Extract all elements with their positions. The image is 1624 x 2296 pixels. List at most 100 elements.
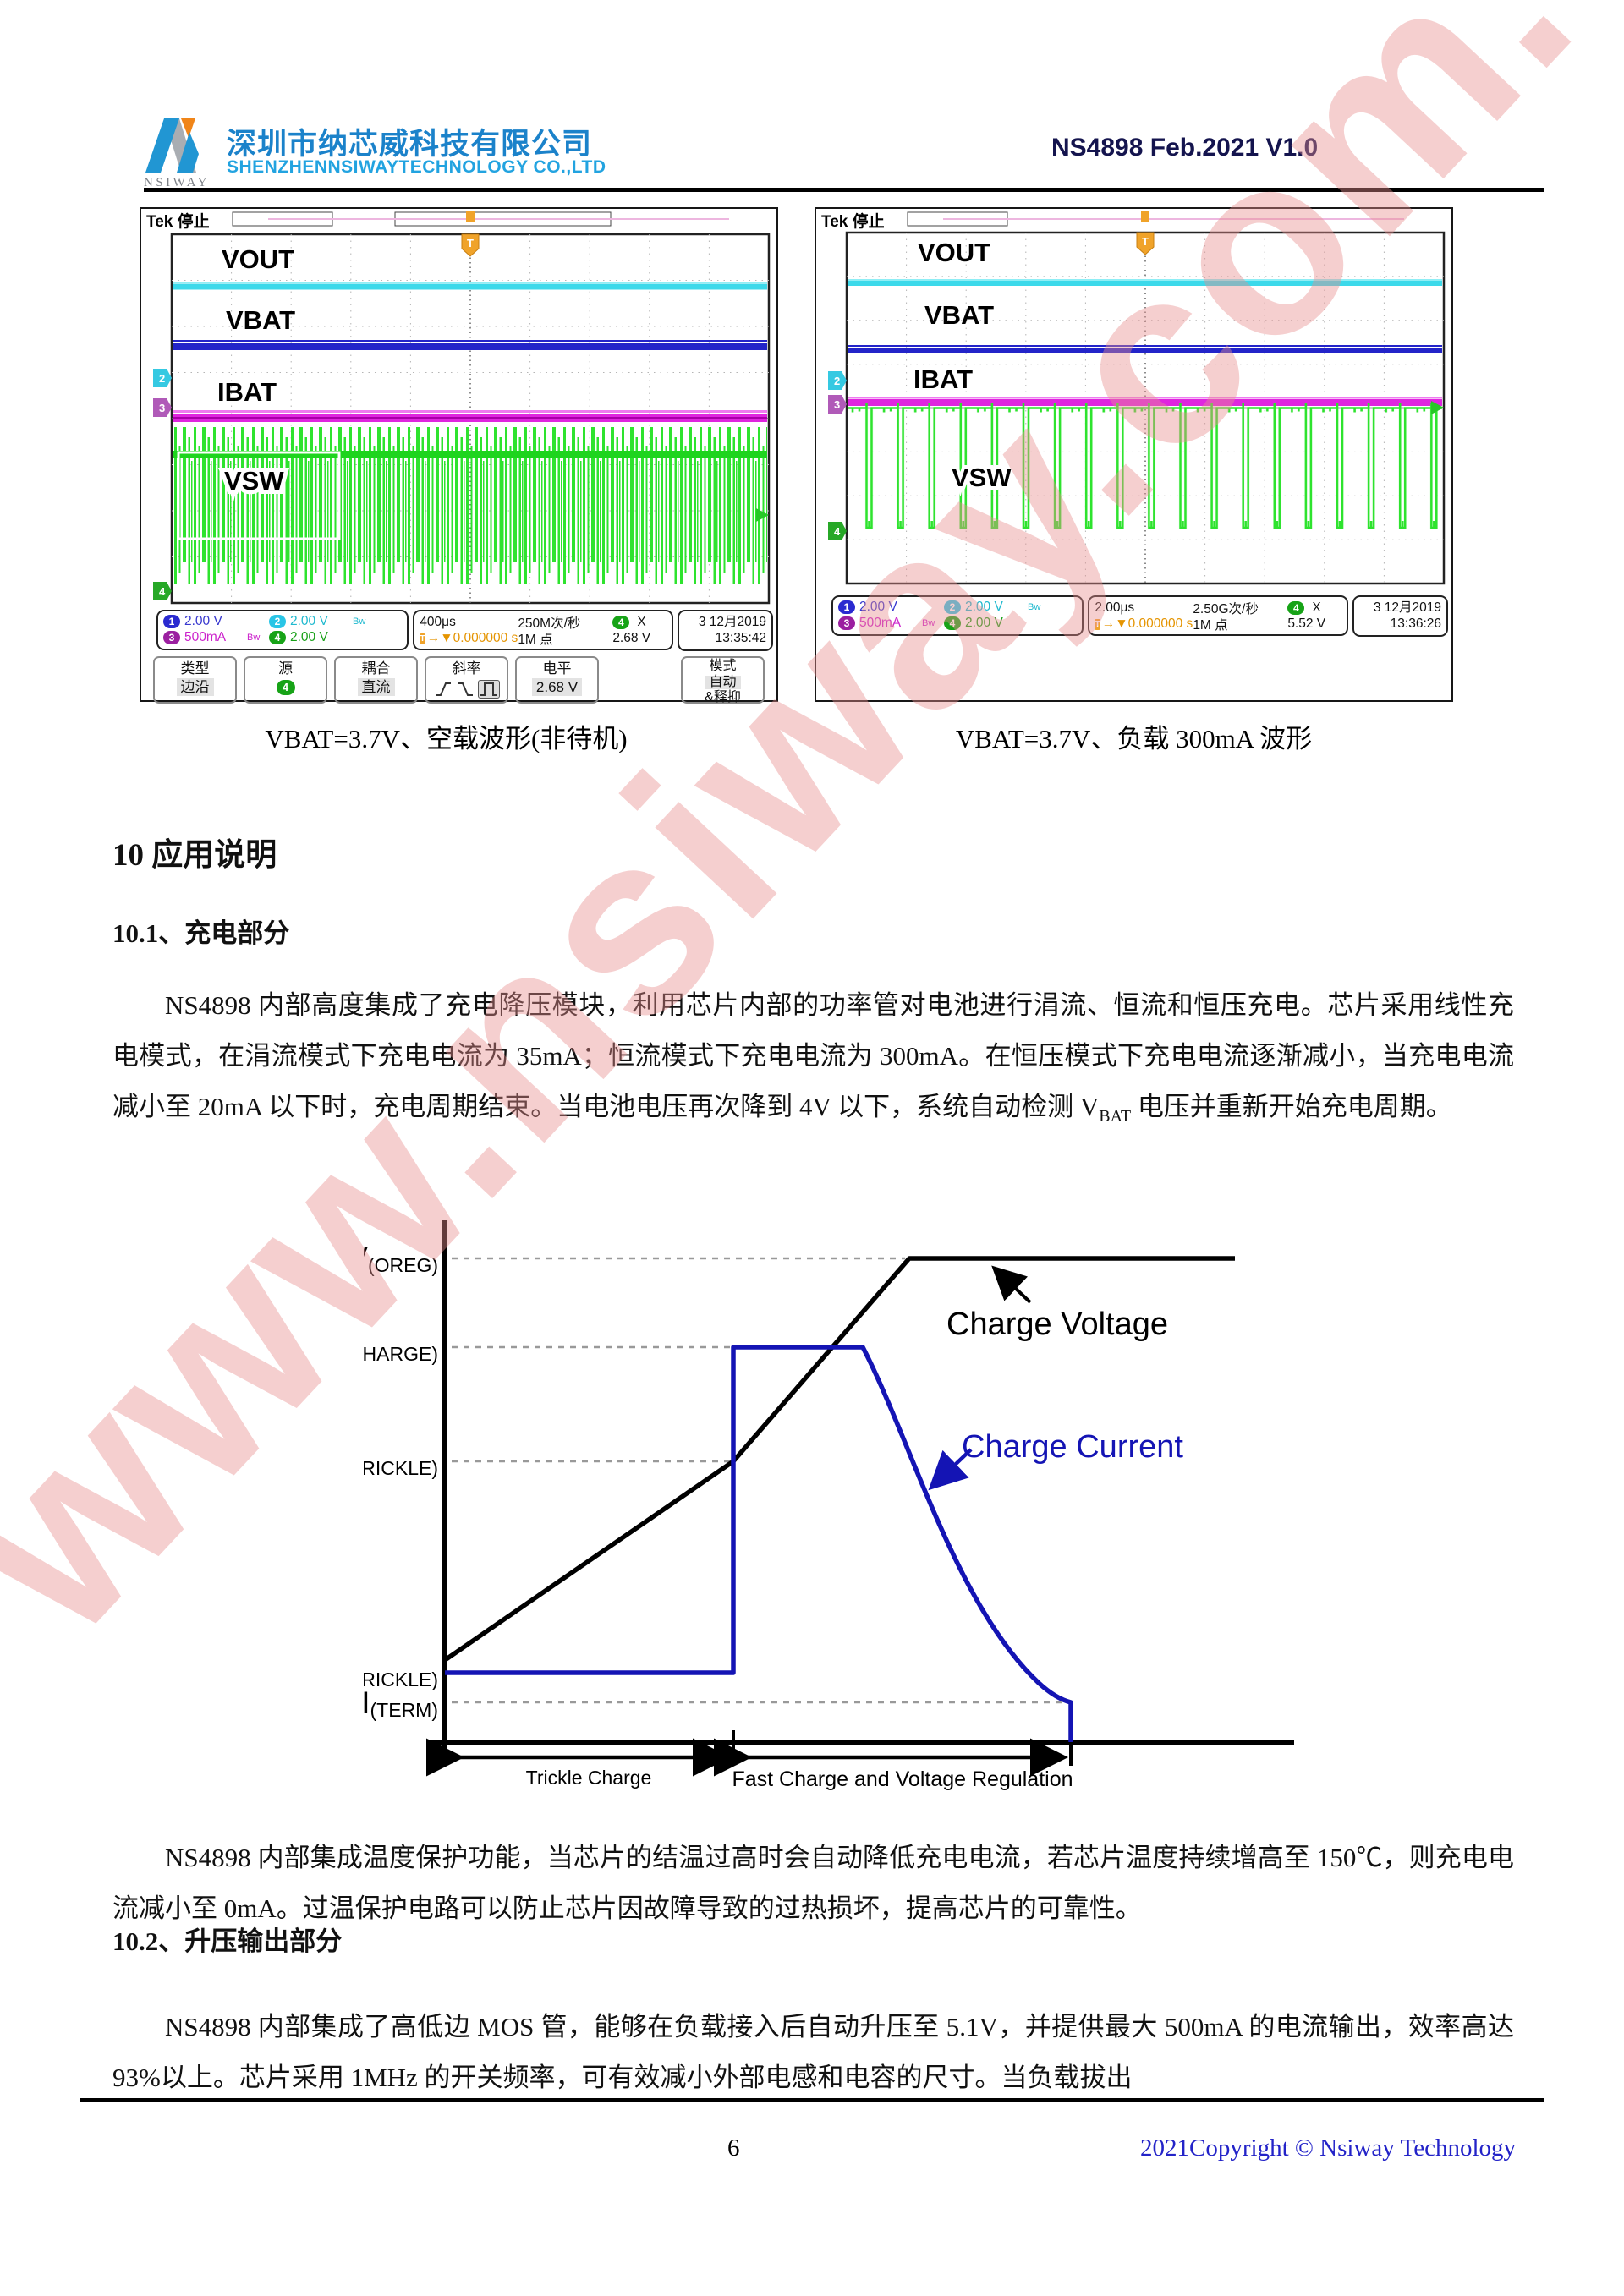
charge-current-arrow — [928, 1448, 973, 1491]
scope-date: 3 12月2019 — [698, 615, 766, 629]
ibat-label: IBAT — [217, 377, 277, 407]
readout-row: 1 2.00 V 2 2.00 V Bw — [163, 613, 402, 629]
menu-item-source: 源 4 — [244, 656, 327, 704]
menu-value-2: &释抑 — [705, 690, 741, 704]
segment-label-fastcharge: Fast Charge and Voltage Regulation — [732, 1767, 1073, 1791]
vsw-label: VSW — [952, 463, 1012, 492]
scope-screen: Tek 停止 T VOUT VBAT IBAT VSW — [146, 211, 771, 605]
trigger-level-arrow-icon — [756, 508, 769, 522]
ch2-marker-num: 2 — [159, 372, 165, 385]
ylabel-main: V — [364, 1241, 368, 1275]
menu-item-coupling: 耦合 直流 — [334, 656, 418, 704]
scope-time: 13:35:42 — [715, 631, 766, 645]
menu-item-level: 电平 2.68 V — [515, 656, 599, 704]
menu-item-type: 类型 边沿 — [153, 656, 237, 704]
trigger-source-badge: 4 — [612, 616, 630, 629]
ch3-marker-icon — [828, 395, 847, 414]
ch2-badge: 2 — [269, 614, 286, 628]
ch1-scale: 2.00 V — [184, 613, 222, 628]
ylabel-sub: (TRICKLE) — [364, 1669, 438, 1690]
ch1-badge: 1 — [838, 600, 855, 614]
trigger-level-arrow-icon — [1431, 401, 1444, 414]
vbat-subscript: BAT — [1099, 1107, 1132, 1126]
ch2-marker-icon — [828, 371, 847, 390]
timebase: 400μs — [420, 615, 456, 629]
ch3-marker-num: 3 — [159, 402, 165, 414]
figure-caption-right: VBAT=3.7V、负载 300mA 波形 — [955, 724, 1313, 753]
vsw-label: VSW — [224, 466, 284, 496]
logo-right-bar — [177, 132, 199, 173]
charge-voltage-curve — [443, 1256, 1235, 1663]
trigger-type: X — [1312, 600, 1321, 615]
ch4-marker-num: 4 — [834, 525, 841, 538]
ch3-marker-num: 3 — [834, 398, 840, 411]
record-length: 1M 点 — [1193, 618, 1228, 633]
scope-status: Tek 停止 — [821, 211, 885, 231]
ch4-badge: 4 — [944, 616, 961, 630]
vbat-label: VBAT — [226, 305, 295, 335]
scope-menu-bar: 类型 边沿 源 4 耦合 直流 斜率 电平 2.68 V — [141, 651, 776, 704]
readout-row: T →▼0.000000 s 1M 点 5.52 V — [1095, 615, 1341, 633]
ibat-trace-fringe — [173, 410, 767, 413]
ch2-bandwidth-icon: Bw — [1028, 601, 1041, 612]
rising-edge-icon — [435, 682, 451, 696]
ylabel-itrickle: I(TRICKLE) — [364, 1655, 438, 1690]
sample-rate: 250M次/秒 — [518, 616, 581, 631]
page-number: 6 — [727, 2134, 740, 2162]
para-charging-text: NS4898 内部高度集成了充电降压模块，利用芯片内部的功率管对电池进行涓流、恒… — [112, 990, 1514, 1121]
datetime-box: 3 12月2019 13:36:26 — [1352, 595, 1448, 637]
charge-current-annotation: Charge Current — [962, 1429, 1183, 1465]
subsection-heading-charging: 10.1、充电部分 — [112, 918, 290, 948]
ch4-marker-icon — [153, 582, 172, 600]
charge-voltage-annotation: Charge Voltage — [946, 1307, 1168, 1342]
ch4-scale: 2.00 V — [965, 615, 1003, 630]
scope-readout: 1 2.00 V 2 2.00 V Bw 3 500mA Bw 4 2.00 V — [141, 608, 776, 651]
ch1-scale: 2.00 V — [859, 599, 897, 614]
datetime-box: 3 12月2019 13:35:42 — [678, 610, 773, 651]
trigger-flag-letter: T — [1142, 235, 1149, 248]
para-charging: NS4898 内部高度集成了充电降压模块，利用芯片内部的功率管对电池进行涓流、恒… — [112, 980, 1514, 1142]
menu-item-slope: 斜率 — [425, 656, 508, 704]
trigger-top-marker-icon — [466, 211, 475, 222]
ch3-bandwidth-icon: Bw — [247, 632, 261, 643]
oscilloscope-screenshot-noload: Tek 停止 T VOUT VBAT IBAT VSW — [140, 207, 778, 704]
ch2-bandwidth-icon: Bw — [353, 616, 366, 627]
vsw-pulse-train — [848, 401, 1442, 538]
para-charging-text-end: 电压并重新开始充电周期。 — [1131, 1092, 1452, 1121]
ch2-scale: 2.00 V — [290, 613, 328, 628]
ch3-badge: 3 — [838, 616, 855, 630]
scope-status: Tek 停止 — [146, 211, 210, 231]
channel-readout-box: 1 2.00 V 2 2.00 V Bw 3 500mA Bw 4 2.00 V — [831, 595, 1084, 636]
menu-value: 直流 — [357, 678, 395, 696]
vsw-trace-core — [173, 451, 767, 458]
header-rule — [144, 188, 1544, 192]
company-name-en: SHENZHENNSIWAYTECHNOLOGY CO.,LTD — [227, 157, 606, 177]
company-name-cn: 深圳市纳芯威科技有限公司 — [227, 128, 593, 161]
trigger-top-marker-icon — [1141, 211, 1149, 222]
vout-label: VOUT — [222, 244, 294, 274]
oscilloscope-screenshot-300mA-load: Tek 停止 T VOUT VBAT IBAT VSW 2 — [815, 207, 1453, 702]
scope-date: 3 12月2019 — [1373, 600, 1441, 615]
ylabel-sub: (OREG) — [368, 1254, 438, 1276]
trigger-type: X — [637, 615, 646, 629]
vbat-label: VBAT — [924, 300, 994, 330]
menu-value: 边沿 — [176, 678, 214, 696]
nsiway-logo: NSIWAY — [144, 118, 210, 189]
source-channel-badge: 4 — [276, 679, 295, 695]
charge-current-curve — [445, 1345, 1073, 1742]
readout-row: 1 2.00 V 2 2.00 V Bw — [838, 599, 1077, 615]
logo-wordmark: NSIWAY — [144, 176, 210, 189]
trigger-source-badge: 4 — [1287, 601, 1305, 615]
menu-label: 源 — [278, 660, 293, 677]
ylabel-main: I — [364, 1685, 370, 1720]
figure-caption-left: VBAT=3.7V、空载波形(非待机) — [265, 724, 628, 753]
trigger-time: T →▼0.000000 s — [420, 631, 518, 646]
channel-readout-box: 1 2.00 V 2 2.00 V Bw 3 500mA Bw 4 2.00 V — [156, 610, 409, 650]
logo-left-bar — [145, 118, 179, 173]
